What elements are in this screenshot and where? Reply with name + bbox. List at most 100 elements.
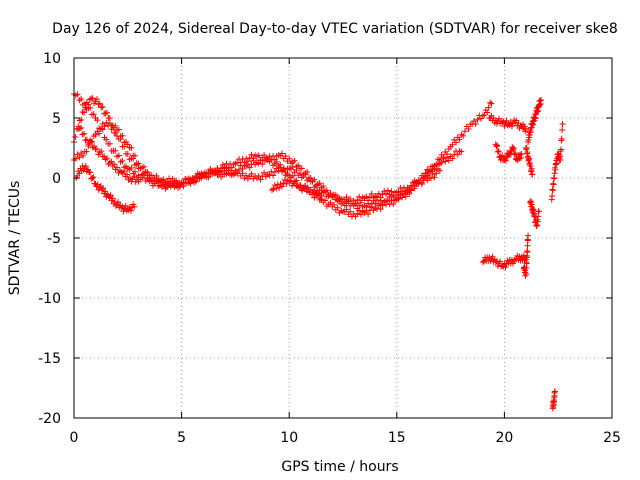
data-point-fill [101, 123, 108, 130]
data-point-fill [497, 258, 504, 265]
data-point-fill [549, 193, 556, 199]
data-point-fill [431, 174, 438, 181]
data-point-fill [106, 115, 113, 122]
data-point-fill [128, 164, 135, 171]
data-point [372, 200, 379, 207]
data-point-fill [103, 155, 110, 162]
y-tick-label: 0 [52, 171, 61, 187]
data-point [88, 95, 95, 102]
data-point-fill [559, 127, 566, 133]
data-point-fill [356, 193, 363, 200]
data-point [131, 203, 138, 210]
data-point [118, 169, 125, 175]
data-point-fill [153, 172, 160, 179]
data-point-fill [86, 139, 93, 146]
data-point-fill [485, 104, 492, 111]
data-point-fill [530, 206, 537, 213]
data-point-fill [239, 170, 246, 177]
data-point-fill [182, 176, 189, 183]
data-point-fill [377, 194, 384, 201]
data-point-fill [377, 206, 384, 213]
data-point-fill [271, 156, 278, 163]
data-point-fill [148, 171, 155, 178]
data-point-fill [343, 206, 350, 213]
data-point-fill [327, 199, 334, 206]
data-point-fill [78, 95, 85, 102]
data-point [479, 259, 486, 265]
data-point-fill [111, 161, 118, 168]
data-point-fill [107, 192, 114, 199]
data-point-fill [87, 169, 94, 176]
data-point-fill [406, 186, 413, 193]
data-point-fill [91, 143, 98, 150]
data-point-fill [79, 152, 86, 159]
data-point-fill [293, 183, 300, 190]
data-point-fill [552, 166, 559, 173]
data-point-fill [331, 201, 338, 208]
data-point-fill [128, 207, 135, 214]
data-point-fill [363, 203, 370, 210]
data-point-fill [81, 130, 88, 137]
data-point-fill [456, 136, 463, 143]
data-point-fill [481, 112, 488, 119]
data-point-fill [550, 181, 557, 188]
data-point-fill [282, 153, 289, 160]
data-point-fill [76, 154, 83, 161]
data-point [83, 136, 90, 143]
data-point-fill [106, 159, 113, 166]
x-tick-label: 5 [177, 430, 186, 446]
data-point-fill [397, 192, 404, 199]
data-point [510, 146, 517, 153]
data-point-fill [279, 183, 286, 190]
data-point-fill [400, 191, 407, 198]
data-point [135, 160, 142, 167]
series-track-9 [492, 141, 525, 164]
data-point-fill [495, 147, 502, 154]
data-point-fill [121, 168, 128, 175]
data-point [522, 125, 529, 132]
data-point-fill [82, 104, 89, 111]
data-point-fill [120, 208, 127, 215]
data-point-fill [255, 160, 262, 167]
y-tick-label: -5 [47, 231, 61, 247]
data-point-fill [115, 126, 122, 133]
data-point-fill [183, 180, 190, 187]
data-point-fill [78, 124, 85, 131]
data-point-fill [522, 267, 529, 274]
data-point-fill [131, 168, 138, 175]
y-tick-label: 10 [43, 51, 61, 67]
data-point-fill [187, 180, 194, 187]
grid [74, 58, 612, 418]
data-point-fill [102, 188, 109, 195]
data-point-fill [365, 211, 372, 218]
data-point-fill [534, 218, 541, 225]
data-point-fill [279, 150, 286, 157]
data-point-fill [280, 165, 287, 172]
data-point-fill [83, 148, 90, 155]
data-point-fill [115, 152, 122, 159]
data-point [286, 178, 293, 185]
data-point-fill [112, 147, 119, 154]
data-point-fill [418, 181, 425, 188]
data-point-fill [216, 171, 223, 178]
data-point-fill [334, 204, 341, 211]
data-point-fill [433, 170, 440, 177]
data-point-fill [386, 191, 393, 198]
data-point [488, 100, 495, 107]
data-point-fill [81, 109, 88, 116]
data-point-fill [102, 156, 109, 163]
series-track-13 [520, 232, 532, 279]
data-point-fill [366, 194, 373, 201]
data-point-fill [379, 191, 386, 198]
data-point [559, 121, 566, 127]
data-point-fill [246, 155, 253, 161]
data-point-fill [422, 173, 429, 180]
data-point-fill [78, 116, 85, 123]
data-point-fill [128, 144, 135, 151]
data-point-fill [298, 165, 305, 172]
data-point [479, 112, 486, 119]
series-track-12 [527, 198, 542, 229]
data-point-fill [494, 142, 501, 149]
data-point-fill [82, 163, 89, 170]
